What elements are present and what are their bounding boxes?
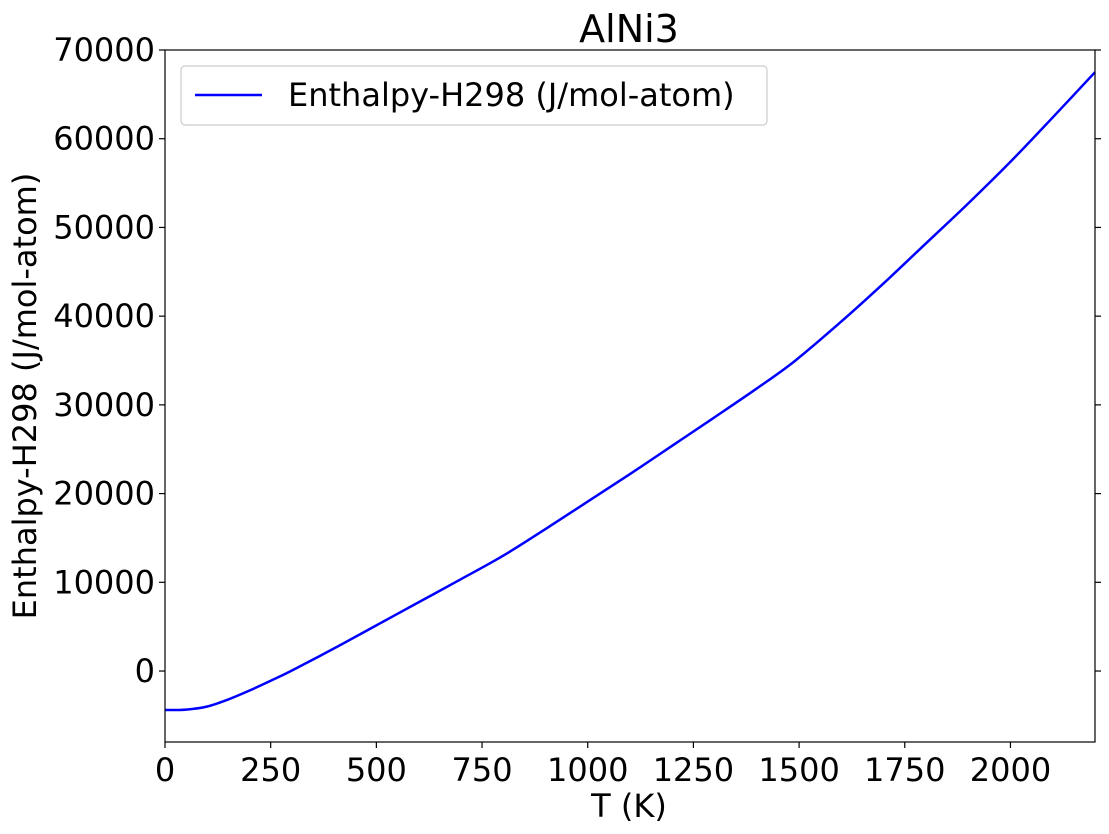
legend: Enthalpy-H298 (J/mol-atom) xyxy=(180,65,768,126)
x-tick-label: 0 xyxy=(155,751,175,789)
x-axis-label: T (K) xyxy=(590,787,667,825)
x-tick-label: 750 xyxy=(452,751,513,789)
series-line-enthalpy xyxy=(164,71,1096,712)
plot-area xyxy=(164,71,1096,712)
y-axis-label: Enthalpy-H298 (J/mol-atom) xyxy=(6,173,44,620)
y-tick-label: 10000 xyxy=(53,563,155,601)
y-tick-label: 70000 xyxy=(53,31,155,69)
x-tick-label: 1250 xyxy=(653,751,734,789)
plot-frame xyxy=(164,49,1096,743)
x-tick-label: 1000 xyxy=(547,751,628,789)
legend-box xyxy=(180,65,768,126)
y-tick-label: 60000 xyxy=(53,120,155,158)
x-tick-label: 250 xyxy=(240,751,301,789)
x-tick-label: 2000 xyxy=(970,751,1051,789)
x-tick-label: 1750 xyxy=(864,751,945,789)
chart-title: AlNi3 xyxy=(579,7,679,51)
x-tick-label: 1500 xyxy=(758,751,839,789)
y-tick-label: 50000 xyxy=(53,208,155,246)
axis-ticks: 0 250 500 750 1000 1250 1500 1750 20000100002000… xyxy=(53,31,1101,789)
y-tick-label: 40000 xyxy=(53,297,155,335)
y-tick-label: 20000 xyxy=(53,475,155,513)
y-tick-label: 0 xyxy=(135,652,155,690)
y-tick-label: 30000 xyxy=(53,386,155,424)
legend-label: Enthalpy-H298 (J/mol-atom) xyxy=(288,76,735,114)
x-tick-label: 500 xyxy=(346,751,407,789)
